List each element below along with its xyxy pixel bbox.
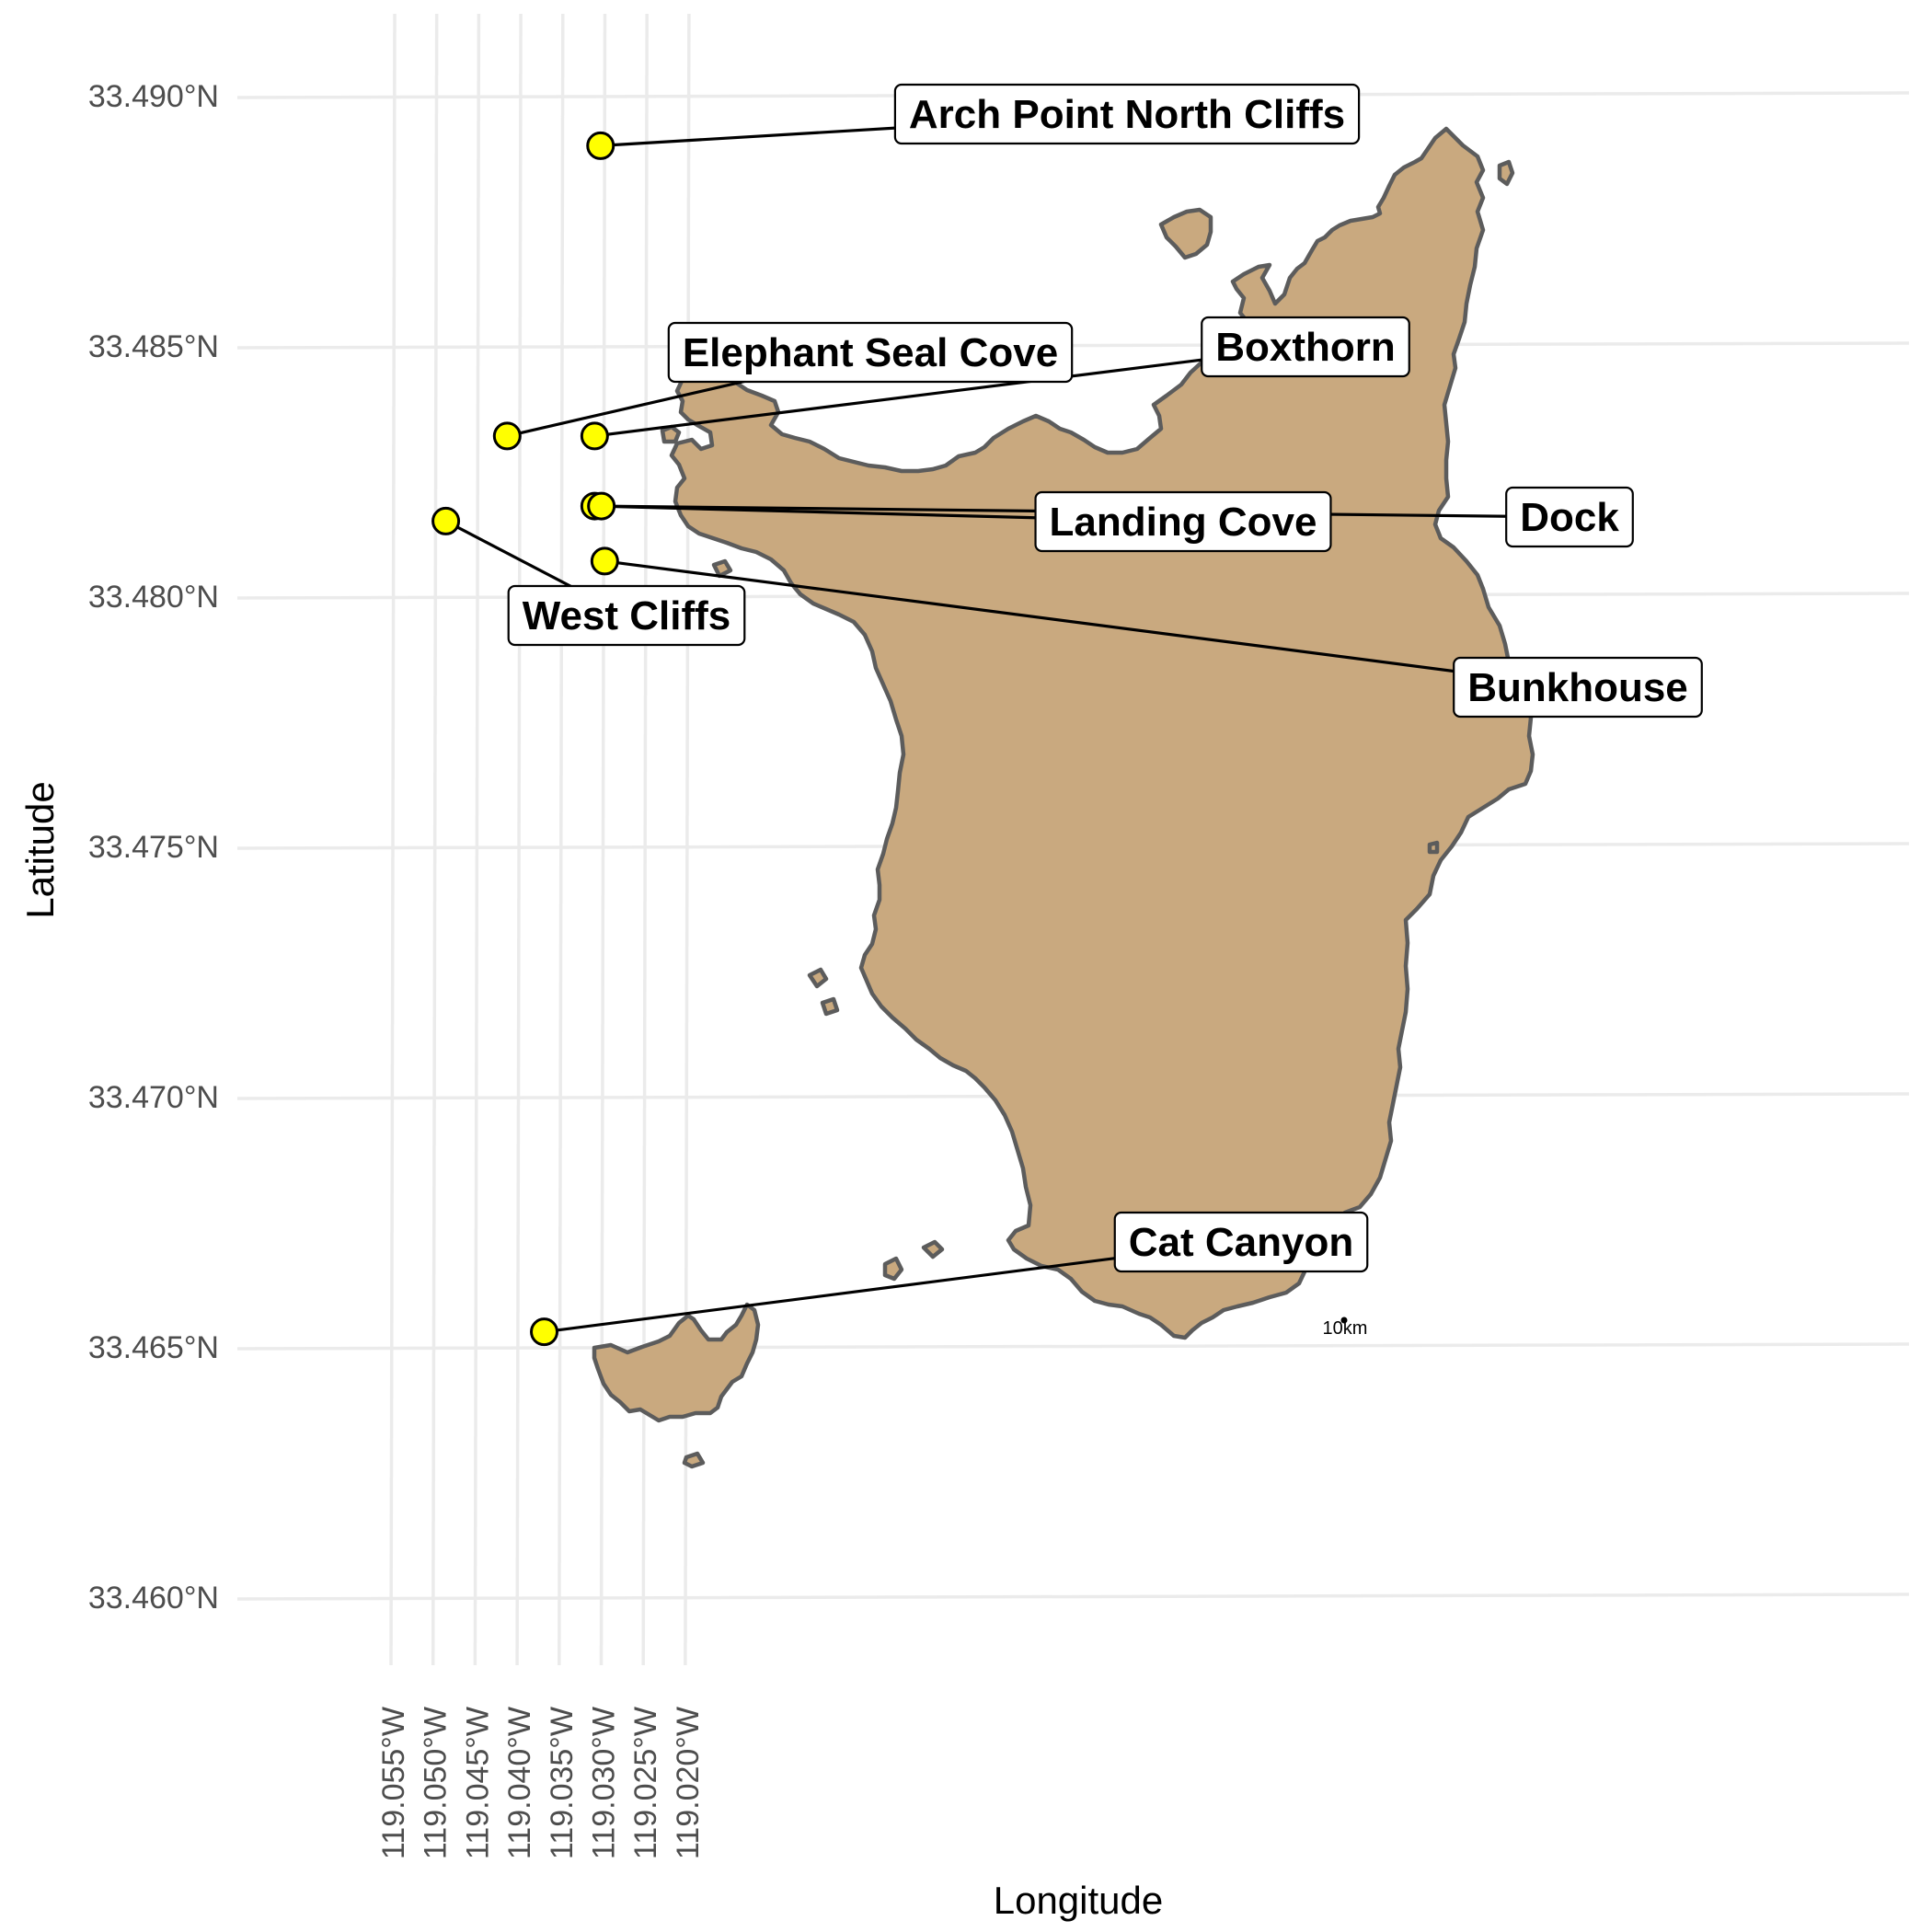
west-rock-cluster-1 — [807, 967, 829, 989]
site-label-text: Boxthorn — [1215, 325, 1396, 370]
x-tick-label: 119.035°W — [545, 1707, 580, 1859]
site-point-cat-canyon[interactable] — [530, 1317, 559, 1347]
label-box — [507, 584, 746, 647]
leader-line-boxthorn — [594, 345, 1306, 438]
site-label-text: Cat Canyon — [1129, 1220, 1353, 1265]
grid-line-vertical — [473, 13, 481, 1666]
east-rock-2 — [1427, 840, 1440, 855]
x-tick-label: 119.050°W — [419, 1707, 454, 1859]
nw-small-rock — [660, 424, 682, 444]
leader-line-bunkhouse — [604, 559, 1579, 689]
site-point-arch-point-north-cliffs[interactable] — [586, 131, 615, 160]
grid-line-vertical — [641, 13, 649, 1666]
x-tick-label: 119.025°W — [628, 1707, 663, 1859]
site-label-boxthorn[interactable]: Boxthorn — [1201, 316, 1410, 378]
grid-line-horizontal — [236, 1593, 1910, 1601]
x-tick-label: 119.020°W — [671, 1707, 706, 1859]
site-points — [431, 131, 619, 1347]
east-small-rock — [1497, 159, 1515, 187]
x-tick-label: 119.040°W — [502, 1707, 537, 1859]
label-box — [1034, 490, 1332, 553]
site-label-elephant-seal-cove[interactable]: Elephant Seal Cove — [667, 321, 1074, 384]
label-box — [1505, 486, 1634, 548]
island-landmass — [592, 126, 1535, 1469]
grid-line-vertical — [558, 13, 565, 1666]
y-tick-label: 33.465°N — [88, 1330, 219, 1365]
site-point-elephant-seal-cove[interactable] — [492, 421, 522, 451]
y-tick-label: 33.485°N — [88, 329, 219, 364]
site-label-text: Dock — [1520, 495, 1619, 540]
grid-line-vertical — [431, 13, 439, 1666]
label-box — [1201, 316, 1410, 378]
y-tick-label: 33.480°N — [88, 580, 219, 615]
x-axis-tick-labels: 119.055°W 119.050°W 119.045°W 119.040°W 119.… — [376, 1707, 706, 1859]
scale-bar: 10km — [1323, 1317, 1368, 1339]
label-box — [1113, 1211, 1369, 1273]
site-label-west-cliffs[interactable]: West Cliffs — [507, 584, 746, 647]
sw-islet-shape — [592, 1302, 761, 1423]
site-point-boxthorn[interactable] — [580, 421, 609, 451]
west-rock-cluster-2 — [820, 996, 840, 1017]
site-label-text: Landing Cove — [1050, 500, 1317, 545]
site-label-arch-point-north-cliffs[interactable]: Arch Point North Cliffs — [893, 83, 1361, 145]
label-box — [893, 83, 1361, 145]
sw-rock-cluster-2 — [921, 1239, 945, 1259]
site-label-text: Arch Point North Cliffs — [909, 92, 1345, 137]
sw-small-islet-shape — [682, 1451, 706, 1469]
site-label-text: West Cliffs — [523, 593, 731, 638]
y-axis-title: Latitude — [18, 781, 62, 918]
grid-line-horizontal — [236, 341, 1910, 350]
label-box — [667, 321, 1074, 384]
site-point-bunkhouse[interactable] — [590, 546, 619, 576]
site-label-dock[interactable]: Dock — [1505, 486, 1634, 548]
sw-rock-cluster-1 — [882, 1256, 904, 1282]
site-label-landing-cove[interactable]: Landing Cove — [1034, 490, 1332, 553]
y-tick-label: 33.490°N — [88, 79, 219, 114]
y-tick-label: 33.470°N — [88, 1080, 219, 1115]
grid-line-vertical — [599, 13, 607, 1666]
grid-line-vertical — [515, 13, 523, 1666]
x-tick-label: 119.030°W — [587, 1707, 622, 1859]
grid-line-horizontal — [236, 1342, 1910, 1351]
scale-bar-marker — [1340, 1317, 1348, 1324]
grid-line-vertical — [389, 13, 397, 1666]
x-tick-label: 119.045°W — [460, 1707, 495, 1859]
site-point-west-cliffs[interactable] — [431, 506, 461, 535]
site-label-text: Elephant Seal Cove — [683, 330, 1058, 375]
north-islet-shape — [1158, 207, 1213, 260]
west-rock-cluster-3 — [711, 558, 733, 579]
main-island-shape — [669, 126, 1535, 1340]
site-labels: Arch Point North Cliffs Elephant Seal Cov… — [507, 83, 1703, 1273]
y-tick-label: 33.475°N — [88, 830, 219, 865]
scale-bar-label: 10km — [1323, 1318, 1368, 1339]
x-axis-title: Longitude — [994, 1879, 1164, 1922]
x-tick-label: 119.055°W — [376, 1707, 411, 1859]
site-point-dock[interactable] — [587, 491, 616, 521]
site-label-text: Bunkhouse — [1467, 665, 1688, 710]
label-box — [1453, 656, 1703, 719]
site-label-bunkhouse[interactable]: Bunkhouse — [1453, 656, 1703, 719]
site-label-cat-canyon[interactable]: Cat Canyon — [1113, 1211, 1369, 1273]
y-tick-label: 33.460°N — [88, 1581, 219, 1616]
y-axis-tick-labels: 33.460°N 33.465°N 33.470°N 33.475°N 33.480°N… — [88, 79, 219, 1616]
